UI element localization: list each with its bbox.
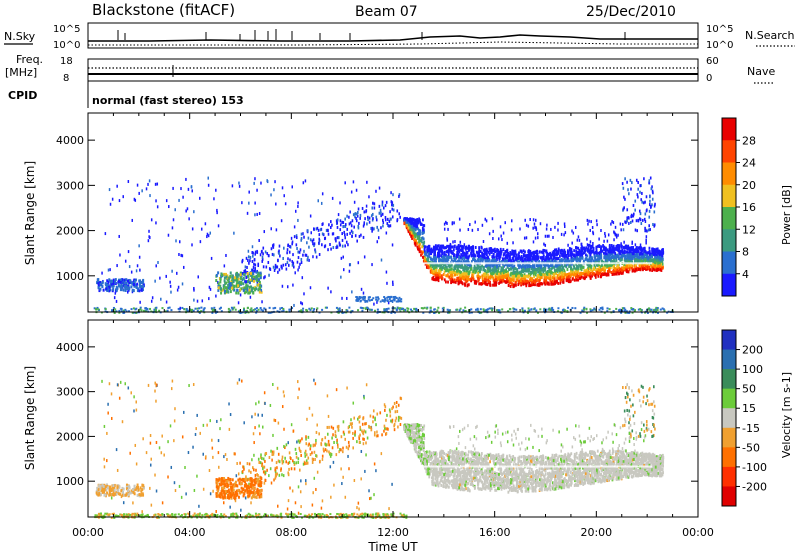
- colorbar-swatch-4: [722, 408, 736, 429]
- colorbar-tick-2: 12: [742, 223, 756, 236]
- date-title: 25/Dec/2010: [586, 4, 676, 20]
- colorbar-tick-2: 50: [742, 383, 756, 396]
- colorbar-swatch-1: [722, 140, 736, 163]
- velocity-yticks: 1000 2000 3000 4000: [56, 341, 698, 488]
- colorbar-swatch-7: [722, 273, 736, 297]
- freq-label: Freq.: [16, 53, 43, 66]
- ytick-label-3: 4000: [56, 134, 84, 147]
- colorbar-swatch-7: [722, 466, 736, 487]
- xtick-label-4: 16:00: [479, 526, 511, 539]
- cpid-value: normal (fast stereo) 153: [92, 94, 244, 107]
- colorbar-swatch-3: [722, 388, 736, 409]
- colorbar-swatch-0: [722, 118, 736, 141]
- nsearch-tick-bottom: 10^0: [706, 40, 733, 51]
- nsky-tick-top: 10^5: [53, 24, 80, 35]
- colorbar-tick-4: 20: [742, 179, 756, 192]
- colorbar-tick-0: 200: [742, 344, 763, 357]
- beam-title: Beam 07: [355, 4, 418, 20]
- colorbar-swatch-6: [722, 251, 736, 275]
- nsearch-trace: [88, 41, 698, 46]
- time-xlabel: Time UT: [367, 540, 418, 554]
- nsky-tick-bottom: 10^0: [53, 40, 80, 51]
- freq-tick-top: 18: [60, 56, 73, 67]
- nave-tick-bottom: 0: [706, 73, 712, 84]
- colorbar-tick-1: 8: [742, 246, 749, 259]
- velocity-ylabel: Slant Range [km]: [23, 366, 37, 470]
- ytick-label-1: 2000: [56, 430, 84, 443]
- xtick-label-1: 04:00: [174, 526, 206, 539]
- colorbar-swatch-5: [722, 229, 736, 252]
- colorbar-tick-6: -100: [742, 461, 767, 474]
- power-ylabel: Slant Range [km]: [23, 161, 37, 265]
- colorbar-swatch-2: [722, 162, 736, 186]
- nave-label: Nave: [747, 65, 775, 78]
- ytick-label-3: 4000: [56, 341, 84, 354]
- nsearch-label: N.Search: [745, 29, 795, 42]
- ytick-label-2: 3000: [56, 386, 84, 399]
- colorbar-tick-3: 15: [742, 402, 756, 415]
- colorbar-swatch-2: [722, 369, 736, 390]
- xtick-label-0: 00:00: [72, 526, 104, 539]
- velocity-data: [94, 378, 665, 519]
- xtick-label-6: 00:00: [682, 526, 714, 539]
- colorbar-tick-7: -200: [742, 480, 767, 493]
- xtick-label-2: 08:00: [275, 526, 307, 539]
- colorbar-swatch-3: [722, 184, 736, 208]
- colorbar-tick-0: 4: [742, 268, 749, 281]
- power-yticks: 1000 2000 3000 4000: [56, 134, 698, 283]
- power-colorbar-label: Power [dB]: [780, 185, 793, 245]
- power-panel: 1000 2000 3000 4000 Slant Range [km]: [23, 112, 699, 314]
- ytick-label-1: 2000: [56, 225, 84, 238]
- nsky-label: N.Sky: [4, 30, 36, 43]
- freq-panel: Freq. [MHz] 18 8 60 0 Nave: [5, 53, 775, 84]
- cpid-label: CPID: [8, 89, 37, 102]
- velocity-panel: 1000 2000 3000 4000 00:00 04:00 08:00 12:00 16:…: [23, 113, 714, 554]
- freq-tick-bottom: 8: [63, 73, 69, 84]
- colorbar-tick-3: 16: [742, 201, 756, 214]
- nave-tick-top: 60: [706, 56, 719, 67]
- colorbar-swatch-6: [722, 447, 736, 468]
- nsky-spikes: [117, 29, 626, 40]
- colorbar-tick-5: -50: [742, 441, 760, 454]
- velocity-colorbar: 200 100 50 15 -15 -50 -100 -200: [721, 329, 767, 507]
- colorbar-swatch-4: [722, 207, 736, 230]
- freq-unit: [MHz]: [5, 66, 37, 79]
- power-colorbar: 4 8 12 16 20 24 28: [721, 117, 756, 297]
- colorbar-tick-5: 24: [742, 157, 756, 170]
- nsky-panel: N.Sky 10^5 10^0 10^5 10^0 N.Search: [4, 22, 795, 51]
- ytick-label-0: 1000: [56, 475, 84, 488]
- velocity-xticks: 00:00 04:00 08:00 12:00 16:00 20:00 00:00: [72, 113, 714, 539]
- colorbar-tick-4: -15: [742, 422, 760, 435]
- cpid-panel: CPID normal (fast stereo) 153: [8, 81, 244, 108]
- nsky-trace: [88, 34, 698, 42]
- station-title: Blackstone (fitACF): [92, 1, 235, 19]
- velocity-colorbar-label: Velocity [m s-1]: [780, 372, 793, 458]
- colorbar-swatch-0: [722, 330, 736, 351]
- colorbar-tick-1: 100: [742, 363, 763, 376]
- ytick-label-0: 1000: [56, 270, 84, 283]
- colorbar-swatch-5: [722, 427, 736, 448]
- xtick-label-3: 12:00: [377, 526, 409, 539]
- nsearch-tick-top: 10^5: [706, 24, 733, 35]
- xtick-label-5: 20:00: [580, 526, 612, 539]
- colorbar-tick-6: 28: [742, 134, 756, 147]
- ytick-label-2: 3000: [56, 179, 84, 192]
- colorbar-swatch-1: [722, 349, 736, 370]
- colorbar-swatch-8: [722, 486, 736, 507]
